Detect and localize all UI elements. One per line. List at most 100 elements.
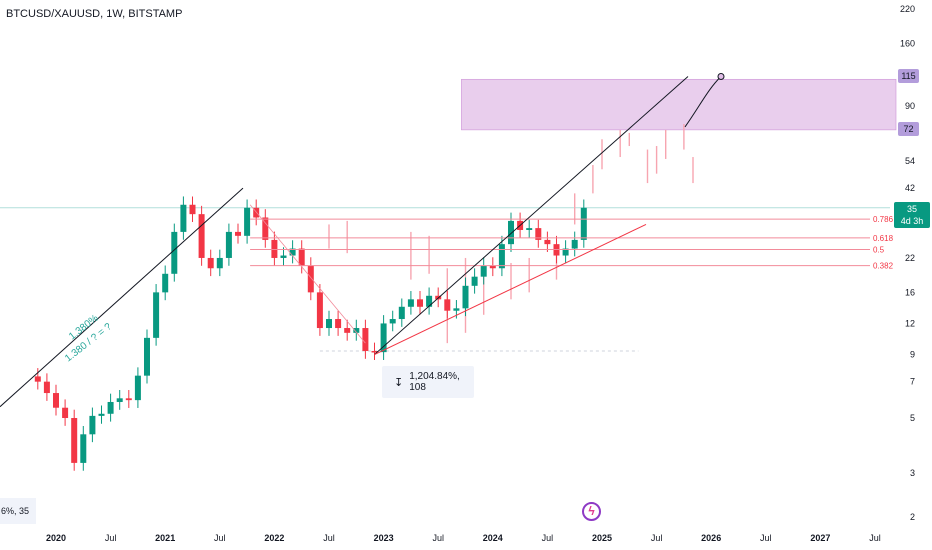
x-tick-label: Jul — [542, 533, 554, 543]
y-tick-label: 16 — [905, 287, 915, 297]
x-tick-label: Jul — [432, 533, 444, 543]
x-tick-label: 2023 — [374, 533, 394, 543]
candle-body — [280, 255, 287, 258]
candle-body — [471, 276, 478, 286]
y-tick-label: 9 — [910, 350, 915, 360]
y-tick-label: 5 — [910, 413, 915, 423]
fib-label: 0.5 — [873, 245, 885, 254]
trendline-2023 — [374, 76, 689, 355]
candle-body — [544, 239, 551, 245]
candle-body — [580, 207, 587, 240]
y-tick-label: 7 — [910, 377, 915, 387]
candle-body — [207, 257, 214, 269]
candle-body — [134, 375, 141, 401]
tradingview-logo-icon[interactable]: ϟ — [582, 502, 601, 521]
x-tick-label: 2025 — [592, 533, 612, 543]
last-price-badge: 35 4d 3h — [894, 202, 930, 228]
countdown: 4d 3h — [900, 216, 924, 226]
x-tick-label: Jul — [323, 533, 335, 543]
measure-icon: ↧ — [394, 376, 404, 389]
candle-body — [107, 401, 114, 414]
y-tick-label: 54 — [905, 156, 915, 166]
y-tick-label: 220 — [900, 4, 915, 14]
candle-body — [98, 413, 105, 416]
candle-body — [353, 328, 360, 333]
support-line — [374, 223, 647, 355]
candle-body — [480, 265, 487, 277]
candle-body — [426, 295, 433, 307]
x-tick-label: Jul — [651, 533, 663, 543]
candle-body — [307, 265, 314, 293]
y-tick-label: 22 — [905, 253, 915, 263]
x-tick-label: Jul — [869, 533, 881, 543]
candle-body — [389, 319, 396, 324]
candle-body — [216, 257, 223, 269]
candle-body — [162, 273, 169, 293]
candle-body — [89, 415, 96, 435]
candle-body — [289, 248, 296, 256]
candle-body — [508, 220, 514, 245]
candle-body — [34, 376, 41, 382]
candle-body — [371, 350, 378, 353]
candle-body — [153, 292, 160, 338]
candle-body — [489, 265, 496, 269]
candle-body — [235, 231, 241, 236]
candle-body — [171, 231, 178, 274]
candle-body — [62, 407, 69, 419]
candle-body — [526, 228, 533, 230]
zone-high-tag: 115 — [898, 69, 919, 83]
candle-body — [116, 398, 123, 402]
candle-body — [53, 393, 59, 408]
projection-endpoint — [717, 73, 725, 81]
candle-body — [453, 308, 460, 311]
candle-body — [225, 231, 232, 258]
candle-body — [244, 207, 251, 236]
candle-body — [298, 248, 305, 266]
candle-body — [344, 328, 351, 333]
x-tick-label: 2020 — [46, 533, 66, 543]
fib-label: 0.618 — [873, 234, 894, 243]
chart-title: BTCUSD/XAUUSD, 1W, BITSTAMP — [6, 8, 183, 20]
projection-curve — [684, 76, 722, 128]
candle-body — [535, 228, 542, 240]
candle-body — [462, 285, 469, 309]
fib-diagonal — [249, 204, 366, 344]
candle-body — [562, 248, 569, 256]
candle-body — [417, 299, 423, 307]
fib-label: 0.382 — [873, 262, 894, 271]
candle-body — [125, 398, 132, 401]
candle-body — [71, 418, 78, 463]
y-tick-label: 3 — [910, 468, 915, 478]
candle-body — [571, 239, 578, 249]
bottom-left-readout: 6%, 35 — [0, 498, 36, 524]
zone-low-tag: 72 — [898, 122, 919, 136]
y-tick-label: 12 — [905, 318, 915, 328]
x-tick-label: Jul — [760, 533, 772, 543]
candle-body — [262, 217, 269, 240]
y-tick-label: 90 — [905, 101, 915, 111]
candle-body — [144, 337, 150, 376]
candle-body — [316, 292, 323, 329]
x-tick-label: 2026 — [701, 533, 721, 543]
candle-body — [407, 299, 414, 307]
candle-body — [335, 319, 342, 329]
x-tick-label: 2024 — [483, 533, 503, 543]
candle-body — [498, 244, 505, 269]
candle-body — [362, 328, 369, 351]
candle-body — [380, 323, 387, 353]
candle-body — [271, 239, 278, 258]
candle-body — [180, 204, 187, 232]
x-tick-label: Jul — [105, 533, 117, 543]
x-tick-label: Jul — [214, 533, 226, 543]
target-zone — [461, 78, 897, 131]
candle-body — [80, 434, 87, 463]
y-tick-label: 42 — [905, 183, 915, 193]
y-tick-label: 2 — [910, 512, 915, 522]
measure-tooltip: ↧ 1,204.84%, 108 — [382, 366, 474, 398]
fib-label: 0.786 — [873, 215, 894, 224]
x-tick-label: 2021 — [155, 533, 175, 543]
x-tick-label: 2022 — [264, 533, 284, 543]
candle-body — [43, 381, 50, 394]
candle-body — [398, 306, 405, 320]
